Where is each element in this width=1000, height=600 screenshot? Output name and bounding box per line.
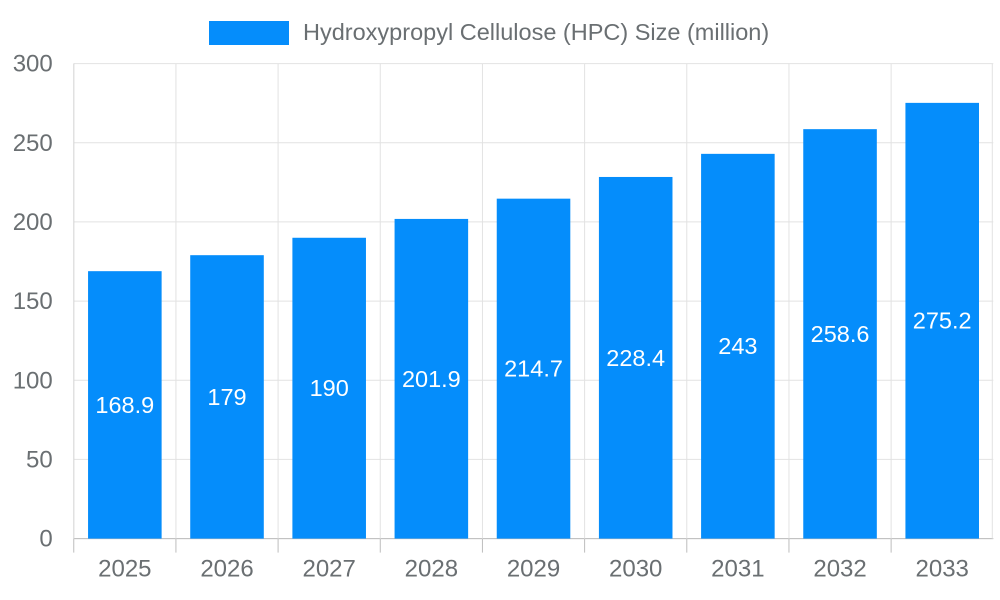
svg-text:2027: 2027 [302, 556, 355, 583]
svg-text:200: 200 [13, 209, 53, 236]
svg-text:2030: 2030 [609, 556, 662, 583]
svg-text:179: 179 [207, 384, 246, 410]
svg-text:243: 243 [718, 333, 757, 359]
svg-text:214.7: 214.7 [504, 356, 563, 382]
svg-text:201.9: 201.9 [402, 366, 461, 392]
svg-text:100: 100 [13, 367, 53, 394]
svg-text:300: 300 [13, 51, 53, 78]
svg-text:168.9: 168.9 [95, 392, 154, 418]
svg-text:2026: 2026 [200, 556, 253, 583]
svg-text:2028: 2028 [405, 556, 458, 583]
svg-text:2029: 2029 [507, 556, 560, 583]
svg-text:250: 250 [13, 130, 53, 157]
svg-text:258.6: 258.6 [811, 321, 870, 347]
svg-text:50: 50 [26, 446, 53, 473]
svg-text:2032: 2032 [813, 556, 866, 583]
svg-text:2031: 2031 [711, 556, 764, 583]
svg-text:2033: 2033 [916, 556, 969, 583]
svg-text:228.4: 228.4 [606, 345, 665, 371]
svg-text:0: 0 [39, 526, 52, 553]
svg-text:190: 190 [310, 375, 349, 401]
svg-text:2025: 2025 [98, 556, 151, 583]
svg-text:150: 150 [13, 288, 53, 315]
svg-text:275.2: 275.2 [913, 308, 972, 334]
